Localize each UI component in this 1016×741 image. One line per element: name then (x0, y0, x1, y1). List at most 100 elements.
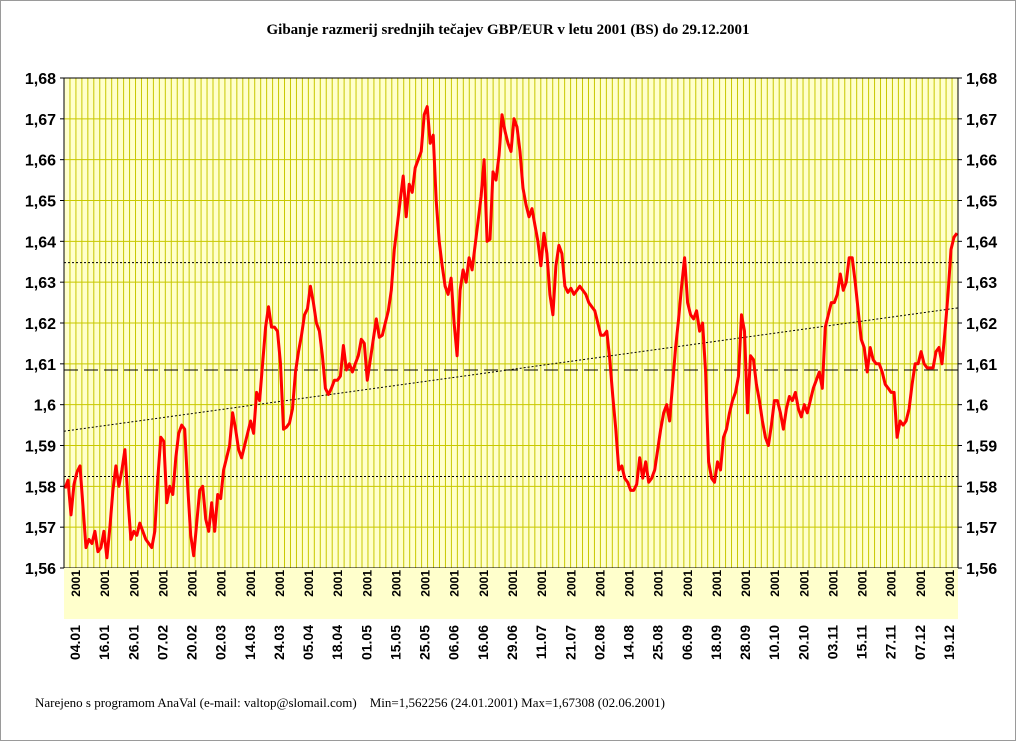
y-tick-label-right: 1,63 (966, 275, 997, 292)
x-tick-label: 15.05 (388, 625, 404, 660)
x-tick-label: 06.09 (679, 625, 695, 660)
y-tick-label-right: 1,6 (966, 398, 988, 415)
x-tick-label: 20.02 (184, 625, 200, 660)
year-strip-label: 2001 (652, 570, 666, 597)
y-tick-label-left: 1,66 (25, 153, 56, 170)
chart-title: Gibanje razmerij srednjih tečajev GBP/EU… (266, 22, 750, 38)
y-tick-label-left: 1,6 (34, 398, 56, 415)
y-tick-label-right: 1,57 (966, 520, 997, 537)
x-tick-label: 14.08 (621, 625, 637, 660)
year-strip-label: 2001 (186, 570, 200, 597)
year-strip-label: 2001 (127, 570, 141, 597)
footer-credit: Narejeno s programom AnaVal (e-mail: val… (35, 695, 357, 710)
reference-lines (63, 262, 959, 478)
y-tick-label-right: 1,67 (966, 112, 997, 129)
x-tick-label: 26.01 (125, 625, 141, 660)
x-tick-label: 11.07 (533, 625, 549, 659)
year-strip-label: 2001 (593, 570, 607, 597)
year-strip: 2001 2001 2001 2001 2001 2001 2001 2001 2001 2001… (64, 568, 958, 619)
chart-footer: Narejeno s programom AnaVal (e-mail: val… (35, 695, 665, 711)
x-tick-label: 18.09 (708, 625, 724, 660)
year-strip-label: 2001 (943, 570, 957, 597)
year-strip-label: 2001 (419, 570, 433, 597)
x-tick-label: 20.10 (795, 625, 811, 660)
year-strip-label: 2001 (390, 570, 404, 597)
x-tick-label: 24.03 (271, 625, 287, 660)
y-tick-label-right: 1,66 (966, 153, 997, 170)
year-strip-label: 2001 (215, 570, 229, 597)
y-tick-label-left: 1,63 (25, 275, 56, 292)
x-tick-label: 16.01 (96, 625, 112, 660)
y-tick-label-left: 1,64 (25, 234, 56, 251)
year-strip-label: 2001 (448, 570, 462, 597)
year-strip-label: 2001 (623, 570, 637, 597)
vertical-grid (69, 78, 953, 619)
x-tick-label: 14.03 (242, 625, 258, 660)
x-tick-label: 16.06 (475, 625, 491, 660)
year-strip-label: 2001 (156, 570, 170, 597)
year-strip-label: 2001 (506, 570, 520, 597)
year-strip-label: 2001 (856, 570, 870, 597)
x-tick-label: 25.05 (417, 625, 433, 660)
year-strip-label: 2001 (331, 570, 345, 597)
x-tick-label: 21.07 (562, 625, 578, 660)
y-tick-label-left: 1,61 (25, 357, 56, 374)
year-strip-label: 2001 (827, 570, 841, 597)
x-tick-label: 19.12 (941, 625, 957, 660)
year-strip-label: 2001 (564, 570, 578, 597)
year-strip-label: 2001 (797, 570, 811, 597)
x-tick-label: 10.10 (766, 625, 782, 660)
year-strip-label: 2001 (914, 570, 928, 597)
y-axis-right: 1,56 1,57 1,58 1,59 1,6 1,61 1,62 1,63 1,64 1,65 1… (958, 71, 997, 578)
year-strip-label: 2001 (302, 570, 316, 597)
y-tick-label-left: 1,59 (25, 439, 56, 456)
x-tick-label: 29.06 (504, 625, 520, 660)
x-tick-label: 07.12 (912, 625, 928, 660)
x-tick-label: 07.02 (154, 625, 170, 660)
x-tick-label: 01.05 (358, 625, 374, 660)
y-tick-label-right: 1,62 (966, 316, 997, 333)
footer-stats: Min=1,562256 (24.01.2001) Max=1,67308 (0… (369, 695, 665, 710)
y-tick-label-left: 1,56 (25, 561, 56, 578)
y-axis-left: 1,56 1,57 1,58 1,59 1,6 1,61 1,62 1,63 1,64 1,65 1… (25, 71, 64, 578)
x-tick-label: 03.11 (825, 625, 841, 659)
year-strip-label: 2001 (710, 570, 724, 597)
x-tick-label: 02.03 (213, 625, 229, 660)
y-tick-label-right: 1,56 (966, 561, 997, 578)
y-tick-label-right: 1,68 (966, 71, 997, 88)
year-strip-label: 2001 (535, 570, 549, 597)
x-tick-label: 15.11 (854, 625, 870, 659)
x-tick-label: 02.08 (591, 625, 607, 660)
x-tick-label: 05.04 (300, 625, 316, 660)
y-tick-label-left: 1,68 (25, 71, 56, 88)
y-tick-label-left: 1,58 (25, 479, 56, 496)
y-tick-label-right: 1,64 (966, 234, 997, 251)
year-strip-label: 2001 (244, 570, 258, 597)
year-strip-label: 2001 (69, 570, 83, 597)
year-strip-label: 2001 (681, 570, 695, 597)
year-strip-label: 2001 (739, 570, 753, 597)
x-tick-label: 06.06 (446, 625, 462, 660)
y-tick-label-right: 1,59 (966, 439, 997, 456)
year-strip-label: 2001 (98, 570, 112, 597)
year-strip-bg (64, 568, 958, 619)
year-strip-label: 2001 (477, 570, 491, 597)
y-tick-label-right: 1,58 (966, 479, 997, 496)
y-tick-label-left: 1,62 (25, 316, 56, 333)
x-tick-label: 27.11 (883, 625, 899, 659)
x-axis: 04.01 16.01 26.01 07.02 20.02 02.03 14.03 24.03… (67, 625, 957, 660)
year-strip-label: 2001 (768, 570, 782, 597)
x-tick-label: 04.01 (67, 625, 83, 660)
y-tick-label-right: 1,65 (966, 194, 997, 211)
x-tick-label: 18.04 (329, 625, 345, 660)
y-tick-label-left: 1,65 (25, 194, 56, 211)
trend-line (63, 307, 959, 432)
year-strip-label: 2001 (360, 570, 374, 597)
year-strip-label: 2001 (273, 570, 287, 597)
x-tick-label: 25.08 (650, 625, 666, 660)
y-tick-label-right: 1,61 (966, 357, 997, 374)
y-tick-label-left: 1,57 (25, 520, 56, 537)
series-line (63, 105, 959, 560)
year-strip-label: 2001 (885, 570, 899, 597)
